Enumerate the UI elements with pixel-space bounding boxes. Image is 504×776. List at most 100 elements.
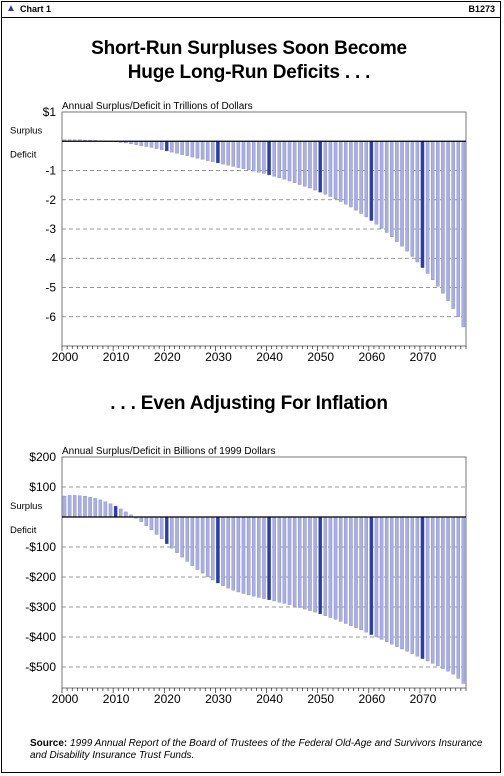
deficit-label: Deficit [10,525,37,536]
bar-2019 [159,516,164,540]
bar-2032 [226,141,230,166]
bar-2066 [400,141,404,247]
bar-2023 [180,516,184,558]
bar-2076 [451,141,455,309]
bar-2028 [205,516,210,577]
bar-2056 [349,516,353,626]
bar-2000 [62,495,67,518]
bar-2060 [369,516,374,635]
y-tick-label: -5 [45,281,56,295]
bar-2077 [456,516,461,679]
bar-2018 [154,516,159,535]
bar-2028 [205,141,210,161]
bar-2071 [425,516,430,662]
bar-2046 [298,141,302,185]
y-tick-label: $100 [29,480,56,494]
bar-2072 [430,141,435,281]
bar-2031 [221,141,225,165]
x-tick-label: 2020 [154,350,181,364]
bar-2076 [451,516,455,675]
y-tick-label: -4 [45,251,56,265]
source-label: Source: [30,738,68,749]
bar-2068 [410,141,414,257]
bar-2057 [354,141,358,211]
bar-2036 [246,141,251,171]
bar-2026 [195,141,200,159]
bar-2030 [216,141,220,164]
x-tick-label: 2040 [256,692,283,706]
x-tick-label: 2030 [205,692,232,706]
bar-2023 [180,141,184,155]
bar-2031 [221,516,225,586]
bar-2011 [119,508,123,518]
bar-2078 [461,141,466,328]
y-tick-label: -$300 [25,600,56,614]
bar-2046 [298,516,302,608]
source-text: 1999 Annual Report of the Board of Trust… [30,738,483,761]
bar-2025 [190,516,195,566]
bar-2068 [410,516,414,654]
bell-icon: ▲ [6,3,16,14]
chart-title: Annual Surplus/Deficit in Trillions of D… [62,101,253,112]
bar-2004 [83,496,87,518]
heading-line-1: Short-Run Surpluses Soon Become [91,38,407,59]
bar-2049 [313,141,317,191]
chart-2: $200 $100 -$100 -$200 -$300 -$400 -$500 2000 201… [10,446,467,706]
x-tick-label: 2000 [52,692,79,706]
bar-2077 [456,141,461,317]
bar-2017 [149,516,154,531]
x-tick-label: 2050 [307,350,334,364]
x-tick-label: 2040 [256,350,283,364]
bar-2071 [425,141,430,274]
bar-2059 [364,141,368,218]
y-tick-label: $200 [29,450,56,464]
bar-2065 [395,516,399,647]
surplus-label: Surplus [10,125,42,136]
bar-2025 [190,141,195,158]
bar-2044 [287,141,292,182]
bar-2002 [72,495,77,518]
bar-2048 [308,516,312,611]
bar-2057 [354,516,358,628]
bar-2037 [251,141,256,172]
bar-2036 [246,516,251,596]
bar-2027 [200,141,205,160]
bar-2009 [108,503,113,518]
heading-line-2: Huge Long-Run Deficits . . . [127,62,371,83]
x-tick-label: 2030 [205,350,232,364]
bar-2061 [374,516,379,638]
bar-2020 [165,141,169,152]
bar-2040 [267,141,271,176]
bar-2006 [93,498,97,518]
bar-2037 [251,516,256,597]
bar-2072 [430,516,435,664]
y-tick-label: -$500 [25,660,56,674]
bar-2001 [67,495,72,518]
bar-2035 [241,141,246,169]
bar-2038 [257,141,261,173]
bar-2041 [272,516,276,602]
bar-2038 [257,516,261,598]
bar-2026 [195,516,200,570]
surplus-label: Surplus [10,501,42,512]
chart-code: B1273 [468,4,495,14]
bar-2048 [308,141,312,189]
x-tick-label: 2000 [52,350,79,364]
bar-2045 [292,141,297,183]
window-titlebar: ▲ Chart 1 B1273 [2,2,500,18]
y-tick-label: -3 [45,222,56,236]
x-tick-label: 2050 [307,692,334,706]
chart-1: $1 -1 -2 -3 -4 -5 -6 2000 2010 2020 2030 2040 2050 20… [10,101,467,364]
bar-2039 [262,516,266,599]
bar-2064 [390,516,394,645]
bar-2024 [185,516,189,562]
bar-2020 [165,516,169,544]
bar-2065 [395,141,399,242]
bar-2010 [113,506,118,518]
bar-2066 [400,516,404,650]
bar-2042 [277,141,282,178]
bar-2055 [344,141,348,205]
y-tick-label: $1 [43,105,57,119]
bar-2052 [328,141,333,197]
